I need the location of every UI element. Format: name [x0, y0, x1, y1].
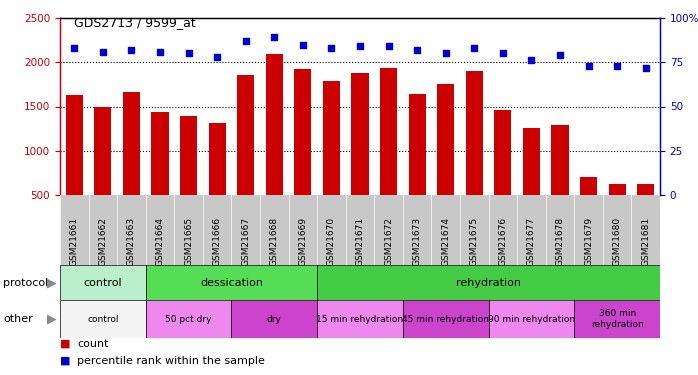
Text: GDS2713 / 9599_at: GDS2713 / 9599_at [74, 16, 195, 29]
Bar [580, 177, 597, 239]
Text: 360 min
rehydration: 360 min rehydration [591, 309, 644, 329]
Point [97, 49, 108, 55]
Point [468, 45, 480, 51]
Point [383, 44, 394, 50]
Point [412, 47, 423, 53]
Text: dessication: dessication [200, 278, 263, 288]
Bar [574, 300, 660, 338]
Point [583, 63, 594, 69]
Point [440, 50, 452, 56]
Bar [94, 106, 112, 239]
Point [269, 34, 280, 40]
Point [497, 50, 508, 56]
Bar [523, 128, 540, 239]
Bar [403, 300, 489, 338]
Bar [266, 54, 283, 239]
Bar [146, 265, 317, 300]
Bar [317, 300, 403, 338]
Text: ▶: ▶ [47, 276, 57, 289]
Bar [408, 94, 426, 239]
Text: count: count [77, 339, 109, 349]
Bar [317, 265, 660, 300]
Bar [609, 184, 625, 239]
Point [554, 52, 565, 58]
Text: 90 min rehydration: 90 min rehydration [488, 315, 575, 324]
Bar [66, 95, 83, 239]
Point [126, 47, 137, 53]
Bar [232, 300, 317, 338]
Bar [180, 116, 197, 239]
Text: 45 min rehydration: 45 min rehydration [402, 315, 489, 324]
Point [68, 45, 80, 51]
Point [355, 44, 366, 50]
Bar [551, 125, 569, 239]
Text: other: other [3, 314, 34, 324]
Bar [60, 300, 146, 338]
Bar [60, 265, 146, 300]
Point [326, 45, 337, 51]
Bar [437, 84, 454, 239]
Bar [466, 71, 483, 239]
Bar [123, 92, 140, 239]
Text: ■: ■ [60, 339, 70, 349]
Point [611, 63, 623, 69]
Bar [209, 123, 225, 239]
Bar [351, 73, 369, 239]
Text: ■: ■ [60, 356, 70, 366]
Bar [146, 300, 232, 338]
Point [154, 49, 165, 55]
Text: protocol: protocol [3, 278, 49, 288]
Bar [237, 75, 254, 239]
Point [526, 57, 537, 63]
Bar [323, 81, 340, 239]
Text: control: control [84, 278, 122, 288]
Point [211, 54, 223, 60]
Text: rehydration: rehydration [456, 278, 521, 288]
Bar [295, 69, 311, 239]
Bar [637, 184, 654, 239]
Bar [489, 300, 574, 338]
Point [183, 50, 194, 56]
Text: 15 min rehydration: 15 min rehydration [316, 315, 403, 324]
Text: percentile rank within the sample: percentile rank within the sample [77, 356, 265, 366]
Text: control: control [87, 315, 119, 324]
Bar [494, 110, 512, 239]
Text: dry: dry [267, 315, 282, 324]
Bar [151, 112, 169, 239]
Point [297, 42, 309, 48]
Point [640, 64, 651, 70]
Bar [380, 68, 397, 239]
Text: 50 pct dry: 50 pct dry [165, 315, 211, 324]
Point [240, 38, 251, 44]
Text: ▶: ▶ [47, 312, 57, 326]
